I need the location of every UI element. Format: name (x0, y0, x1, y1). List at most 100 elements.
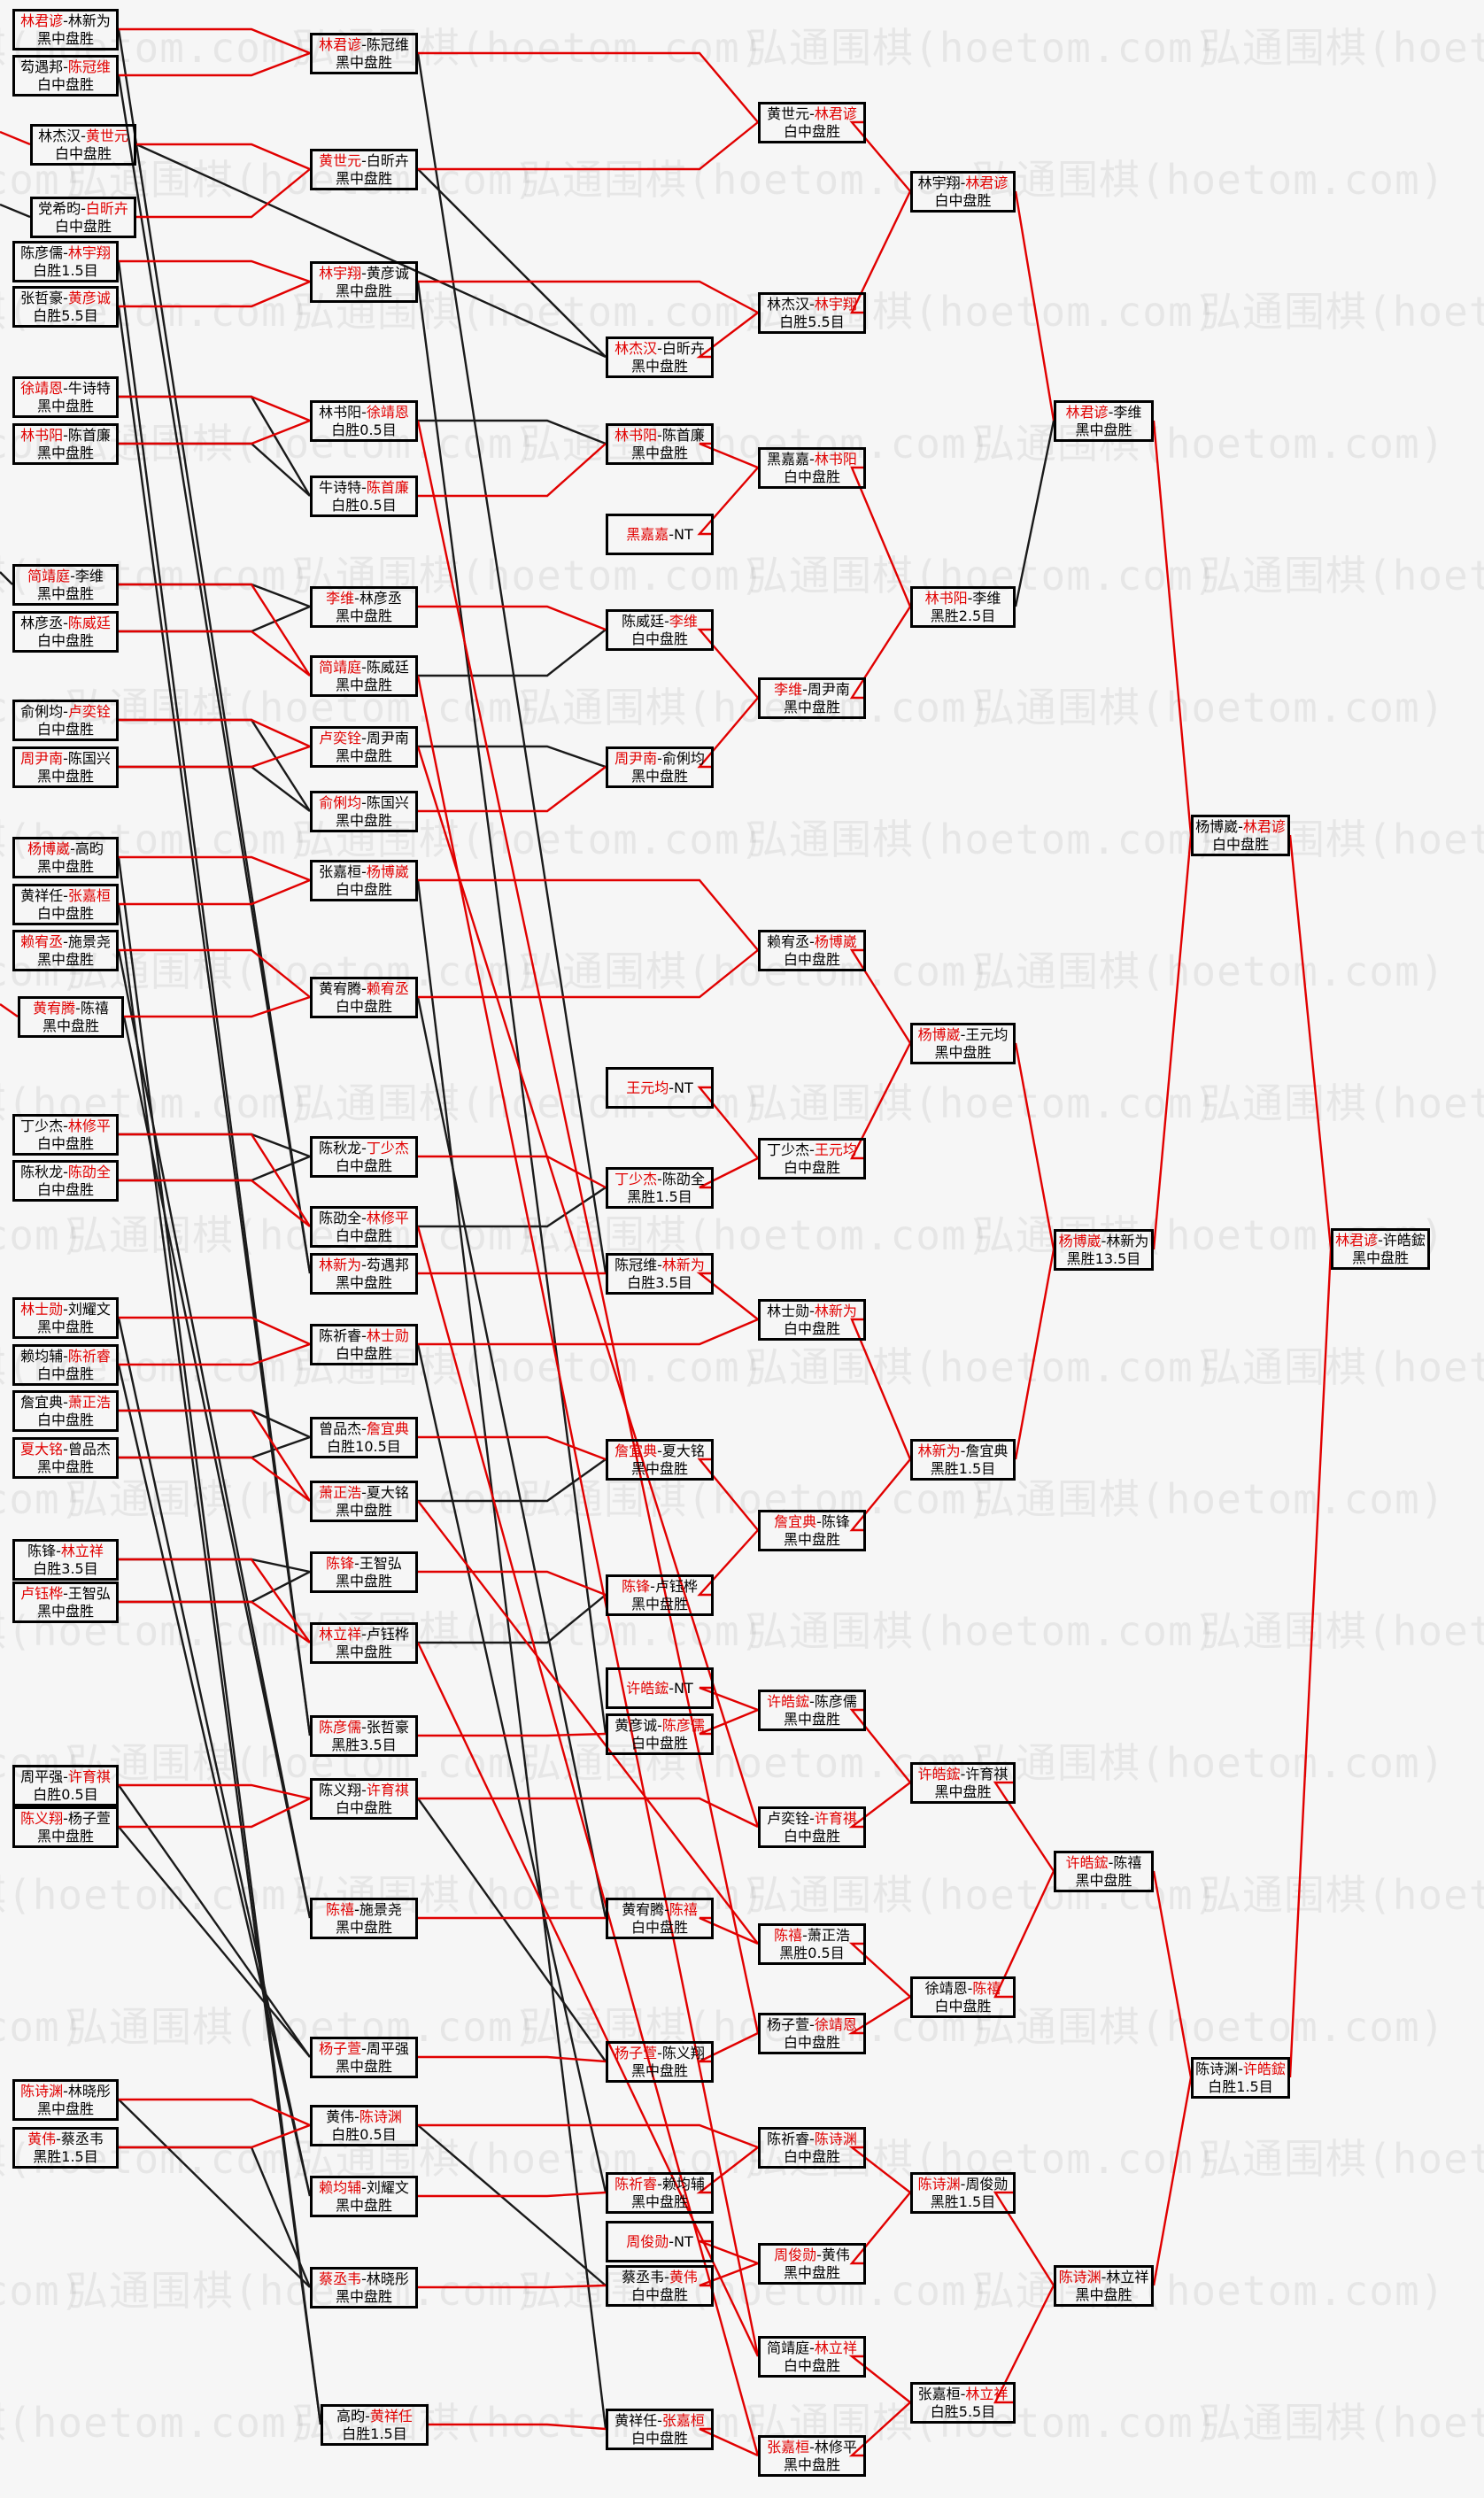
name-separator: - (361, 979, 367, 997)
winner-line (848, 2146, 911, 2193)
player-name: 林君谚 (319, 35, 362, 53)
player-name: 陈禧 (1113, 1853, 1142, 1871)
name-separator: - (664, 1900, 669, 1918)
player-name: 芶遇邦 (20, 58, 64, 75)
name-separator: - (63, 2082, 68, 2100)
name-separator: - (63, 614, 68, 631)
match-players: 詹宜典-萧正浩 (20, 1394, 111, 1411)
name-separator: - (361, 1625, 367, 1643)
name-separator: - (657, 426, 662, 444)
winner-line (850, 466, 912, 607)
player-name: 陈诗渊 (917, 2175, 961, 2193)
player-name: 萧正浩 (67, 1393, 111, 1411)
name-separator: - (960, 2385, 966, 2402)
match-box: 徐靖恩-牛诗特 黑中盘胜 (12, 376, 119, 418)
watermark-text: 弘通围棋(hoetom.com) (294, 1871, 766, 1919)
player-name: 卢钰桦 (20, 1584, 64, 1602)
match-players: 林君谚-许皓鋐 (1335, 1232, 1426, 1249)
loser-line (1014, 420, 1055, 607)
match-result: 黑中盘胜 (934, 1783, 992, 1800)
match-players: 林书阳-徐靖恩 (319, 404, 409, 421)
match-result: 白中盘胜 (335, 997, 392, 1015)
match-box: 陈禧-施景尧 黑中盘胜 (310, 1898, 418, 1939)
name-separator: - (81, 127, 86, 144)
winner-line (849, 120, 911, 192)
match-box: 陈锋-林立祥 白胜3.5目 (12, 1539, 119, 1581)
match-result: 黑胜0.5目 (779, 1944, 845, 1961)
match-box: 丁少杰-陈劭全 黑胜1.5目 (606, 1167, 714, 1209)
player-name: 陈冠维 (366, 35, 409, 53)
player-name: 徐靖恩 (20, 379, 64, 397)
player-name: 林新为 (1106, 1232, 1149, 1249)
player-name: 许育祺 (814, 1809, 857, 1827)
player-name: 林新为 (814, 1302, 857, 1319)
name-separator: - (63, 1300, 68, 1318)
match-players: 陈祈睿-林士勋 (319, 1327, 409, 1345)
match-box: 许皓鋐-NT (606, 1667, 714, 1709)
winner-line (119, 1342, 311, 1366)
loser-line (135, 143, 607, 359)
match-players: 黄宥腾-陈禧 (622, 1901, 698, 1919)
match-result: 黑中盘胜 (335, 1273, 392, 1291)
winner-line (119, 1600, 311, 1643)
watermark-text: 弘通围棋(hoetom.com) (67, 1739, 539, 1787)
match-result: 黑胜1.5目 (930, 1459, 996, 1477)
watermark-text: 弘通围棋(hoetom.com) (294, 288, 766, 336)
player-name: 张嘉桓 (67, 886, 111, 904)
player-name: 陈禧 (326, 1900, 355, 1918)
player-name: 林彦丞 (20, 614, 64, 631)
player-name: 王元均 (626, 1079, 669, 1096)
player-name: 杨子萱 (767, 2015, 810, 2033)
winner-line (699, 2031, 759, 2063)
watermark-text: 弘通围棋(hoetom.com) (0, 2399, 313, 2447)
match-result: 白胜3.5目 (627, 1273, 692, 1291)
player-name: 党希昀 (38, 199, 81, 217)
watermark-text: 弘通围棋(hoetom.com) (0, 1871, 313, 1919)
match-players: 林君谚-陈冠维 (319, 36, 409, 54)
player-name: 张哲豪 (366, 1718, 409, 1736)
match-box: 张嘉桓-杨博崴 白中盘胜 (310, 860, 418, 901)
winner-line (418, 2191, 607, 2198)
player-name: 许皓鋐 (1065, 1853, 1109, 1871)
player-name: 徐靖恩 (924, 1979, 968, 1997)
winner-line (418, 2284, 607, 2289)
player-name: 赖宥丞 (20, 932, 64, 950)
match-box: 周尹南-陈国兴 黑中盘胜 (12, 746, 119, 788)
match-result: 白中盘胜 (783, 468, 840, 485)
player-name: 黄祥任 (20, 886, 64, 904)
winner-line (848, 2401, 911, 2457)
player-name: 林杰汉 (767, 295, 810, 313)
match-result: 白中盘胜 (335, 880, 392, 898)
match-players: 简靖庭-林立祥 (767, 2339, 857, 2357)
player-name: 施景尧 (359, 1900, 402, 1918)
player-name: 陈国兴 (366, 793, 409, 811)
match-players: 陈禧-施景尧 (326, 1901, 402, 1919)
winner-line (850, 1042, 912, 1160)
winner-line (850, 190, 912, 314)
winner-line (416, 420, 760, 2034)
winner-line (119, 1783, 311, 1800)
winner-line (849, 606, 912, 700)
winner-line (848, 2355, 911, 2403)
match-players: 张哲豪-黄彦诚 (20, 290, 111, 307)
player-name: 杨博崴 (917, 1025, 961, 1043)
match-result: 白胜0.5目 (33, 1785, 98, 1803)
player-name: 林新为 (661, 1256, 705, 1273)
player-name: 许皓鋐 (1382, 1231, 1426, 1249)
match-players: 陈威廷-李维 (622, 613, 698, 630)
match-result: 黑中盘胜 (335, 1572, 392, 1589)
player-name: 许育祺 (965, 1765, 1009, 1783)
player-name: 曾品杰 (319, 1419, 362, 1437)
player-name: 夏大铭 (366, 1483, 409, 1501)
winner-line (418, 1435, 607, 1461)
player-name: 詹宜典 (965, 1442, 1009, 1459)
winner-line (697, 1086, 759, 1159)
match-box: 陈劭全-林修平 白中盘胜 (310, 1206, 418, 1248)
loser-line (418, 1458, 607, 1503)
match-box: 陈诗渊-林晓彤 黑中盘胜 (12, 2079, 119, 2121)
watermark-text: 弘通围棋(hoetom.com) (974, 1739, 1446, 1787)
name-separator: - (657, 339, 662, 357)
watermark-text: 弘通围棋(hoetom.com) (1201, 288, 1484, 336)
player-name: 周平强 (20, 1767, 64, 1785)
player-name: 杨子萱 (319, 2039, 362, 2057)
